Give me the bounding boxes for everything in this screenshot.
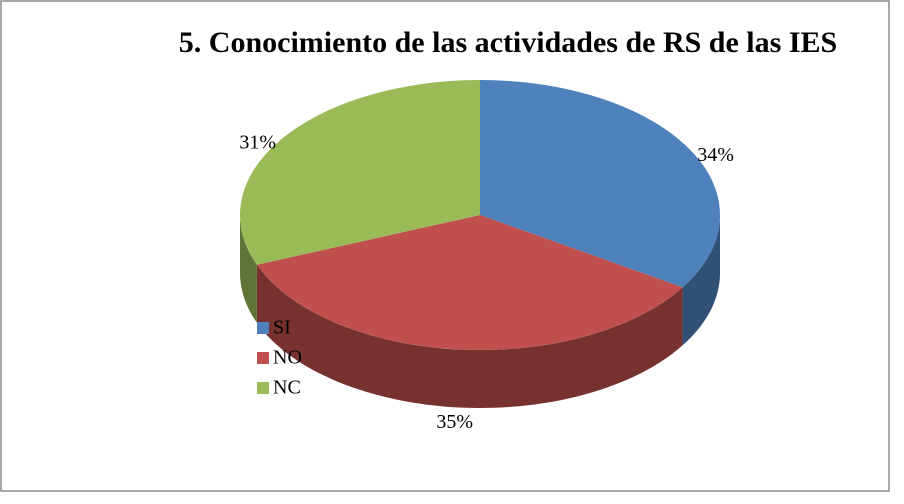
data-label: 34% [697,144,734,166]
slice-side [240,215,257,323]
legend-label: NC [273,377,301,399]
legend-label: SI [273,317,291,339]
legend-swatch [257,382,269,394]
data-label: 31% [239,132,276,154]
slice [480,80,720,288]
data-label: 35% [436,411,473,433]
chart-title: 5. Conocimiento de las actividades de RS… [179,26,837,59]
legend-swatch [257,322,269,334]
legend-label: NO [273,347,302,369]
slice [240,80,480,265]
legend-swatch [257,352,269,364]
slice-side [682,215,720,346]
slice [256,215,683,350]
slice-side [256,264,683,408]
